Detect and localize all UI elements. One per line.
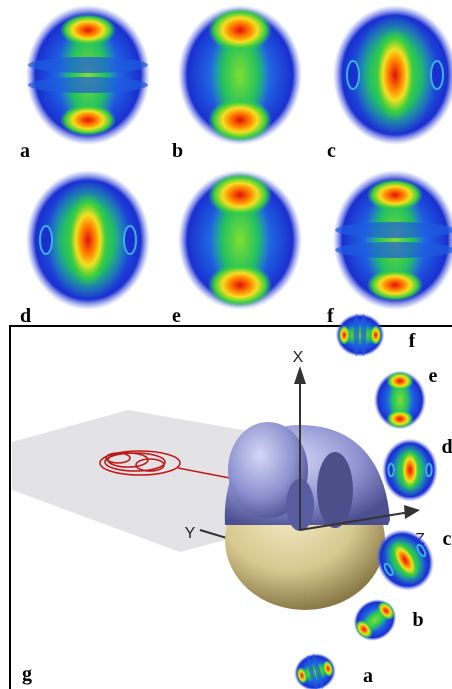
- arrow: [404, 505, 420, 519]
- slice-label: b: [412, 609, 423, 631]
- axis-label: Y: [185, 525, 196, 542]
- panel-label: c: [327, 140, 336, 162]
- map-side: [431, 61, 443, 89]
- panel-label: g: [22, 663, 32, 685]
- slice-label: c: [443, 528, 452, 550]
- map-hot: [66, 194, 110, 286]
- figure: abcdef X Y Z fedcba g: [0, 0, 452, 689]
- map-hot: [367, 269, 423, 301]
- map-hot: [370, 325, 381, 345]
- panel-label: f: [327, 305, 334, 327]
- map-band: [335, 222, 452, 238]
- map-hot: [208, 263, 272, 307]
- map-hot: [387, 372, 414, 390]
- map-side: [124, 226, 136, 254]
- map-side: [388, 464, 393, 477]
- arrow: [294, 366, 306, 384]
- panel-label: e: [172, 305, 181, 327]
- map-band: [28, 57, 148, 73]
- slice-label: d: [441, 436, 452, 458]
- map-hot: [60, 14, 116, 46]
- map-side: [40, 226, 52, 254]
- panel-label: b: [172, 140, 183, 162]
- map-hot: [339, 325, 350, 345]
- map-hot: [387, 410, 414, 428]
- slice-label: a: [363, 665, 373, 687]
- slice: [290, 649, 340, 689]
- map-hot: [208, 8, 272, 52]
- map-band: [354, 314, 360, 356]
- slice: [374, 371, 426, 430]
- slice: [336, 313, 385, 356]
- slice-label: e: [429, 365, 438, 387]
- map-side: [426, 464, 431, 477]
- map-hot: [60, 104, 116, 136]
- map-hot: [373, 29, 417, 121]
- map-hot: [208, 98, 272, 142]
- map-side: [347, 61, 359, 89]
- map-band: [335, 242, 452, 258]
- map-hot: [367, 179, 423, 211]
- panel-label: a: [20, 140, 30, 162]
- slice: [345, 590, 405, 649]
- axis-label: X: [293, 349, 304, 366]
- slice: [382, 439, 438, 502]
- map-hot: [208, 173, 272, 217]
- slice-label: f: [409, 330, 416, 352]
- intensity-maps: a b c d e f: [20, 5, 452, 327]
- map-band: [361, 314, 367, 356]
- panel-label: d: [20, 305, 31, 327]
- map-hot: [400, 449, 420, 490]
- map-band: [28, 77, 148, 93]
- torus-hole: [317, 452, 353, 528]
